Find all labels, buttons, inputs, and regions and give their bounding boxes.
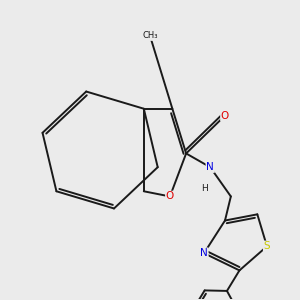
Text: O: O: [166, 191, 174, 201]
Text: O: O: [221, 111, 229, 121]
Text: N: N: [200, 248, 208, 258]
Text: N: N: [206, 162, 214, 172]
Text: H: H: [201, 184, 208, 193]
Text: S: S: [264, 241, 270, 251]
Text: CH₃: CH₃: [142, 31, 158, 40]
